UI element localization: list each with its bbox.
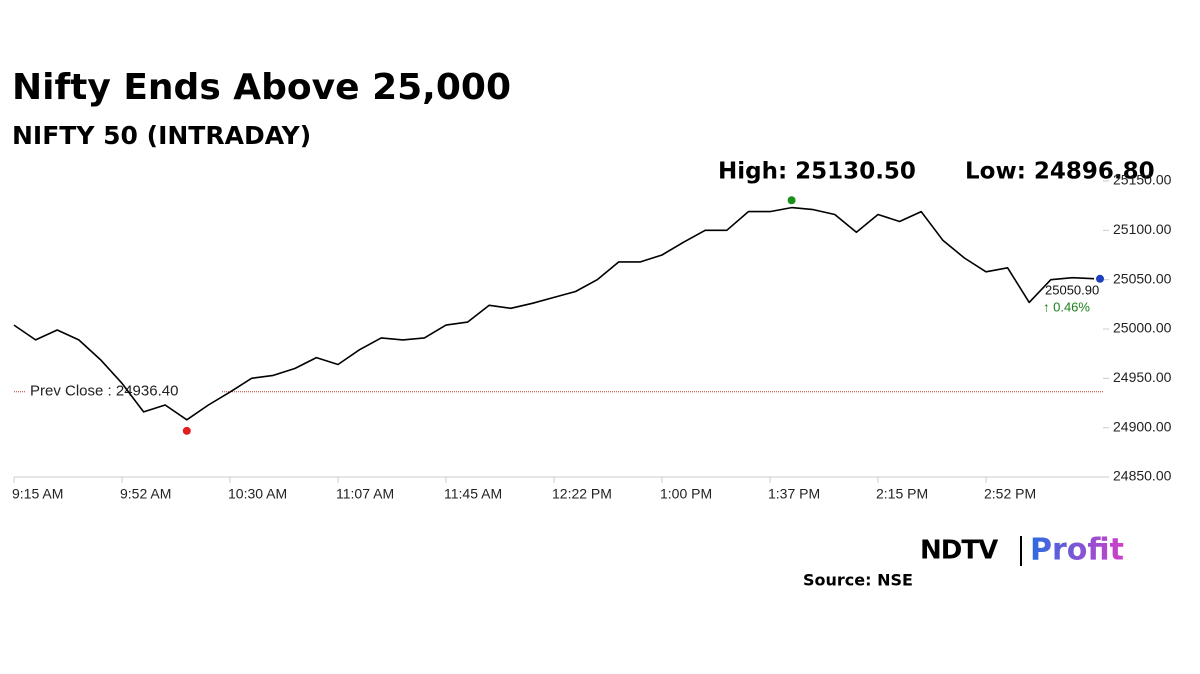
x-tick-label: 11:07 AM xyxy=(336,486,394,502)
chart-title: Nifty Ends Above 25,000 xyxy=(12,67,511,108)
x-tick-label: 1:00 PM xyxy=(660,486,712,502)
x-tick-label: 11:45 AM xyxy=(444,486,502,502)
last-value-label: 25050.90 xyxy=(1045,282,1099,297)
x-tick-label: 1:37 PM xyxy=(768,486,820,502)
x-tick-label: 2:15 PM xyxy=(876,486,928,502)
y-tick-label: 25150.00 xyxy=(1113,172,1172,188)
high-marker xyxy=(787,196,796,205)
price-line xyxy=(13,206,1095,421)
x-tick-label: 10:30 AM xyxy=(228,486,287,502)
y-tick-label: 24850.00 xyxy=(1113,468,1172,484)
low-label: Low: 24896.80 xyxy=(965,159,1155,185)
x-tick-label: 12:22 PM xyxy=(552,486,612,502)
y-tick-label: 25050.00 xyxy=(1113,270,1172,286)
last-marker xyxy=(1096,274,1104,283)
y-tick-label: 25000.00 xyxy=(1113,320,1172,336)
prev-close-label: Prev Close : 24936.40 xyxy=(30,383,178,400)
logo-left: NDTV xyxy=(920,536,998,566)
y-tick-label: 24900.00 xyxy=(1113,418,1172,434)
y-tick-label: 25100.00 xyxy=(1113,221,1172,237)
x-tick-label: 9:52 AM xyxy=(120,486,171,502)
x-tick-label: 9:15 AM xyxy=(12,486,63,502)
change-label: ↑ 0.46% xyxy=(1043,299,1090,314)
logo-right: Profit xyxy=(1030,533,1124,568)
y-tick-label: 24950.00 xyxy=(1113,369,1172,385)
low-marker xyxy=(182,426,191,435)
chart-subtitle: NIFTY 50 (INTRADAY) xyxy=(12,121,311,150)
prev-close-bg xyxy=(26,381,222,402)
source: Source: NSE xyxy=(803,571,913,590)
x-tick-label: 2:52 PM xyxy=(984,486,1036,502)
high-label: High: 25130.50 xyxy=(718,159,916,185)
